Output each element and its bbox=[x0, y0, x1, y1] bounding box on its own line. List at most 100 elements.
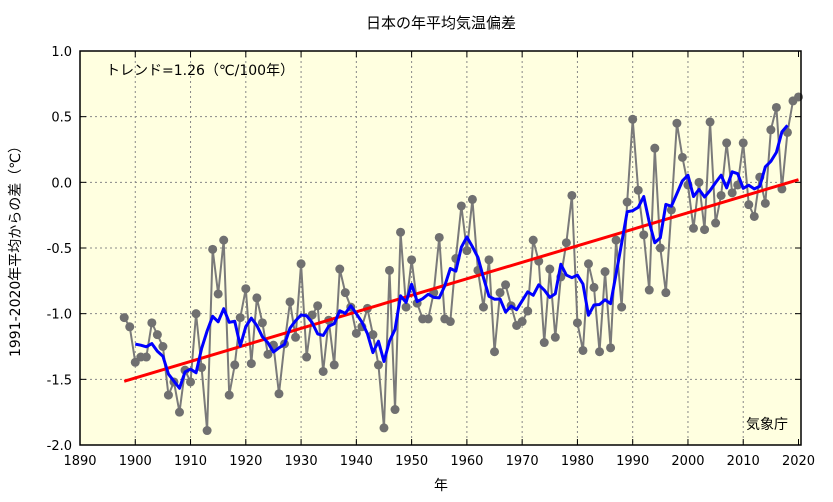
x-tick-label: 1900 bbox=[119, 454, 152, 469]
annual-data-point bbox=[373, 360, 383, 370]
annual-data-point bbox=[490, 347, 500, 357]
annual-data-point bbox=[379, 423, 389, 433]
annual-data-point bbox=[340, 288, 350, 298]
plot-frame bbox=[79, 50, 802, 446]
annual-data-point bbox=[241, 284, 251, 294]
annual-data-point bbox=[744, 200, 754, 210]
annual-data-point bbox=[141, 352, 151, 362]
annual-data-point bbox=[163, 390, 173, 400]
annual-data-point bbox=[567, 190, 577, 200]
annual-data-point bbox=[390, 405, 400, 415]
annual-data-point bbox=[434, 232, 444, 242]
annual-data-point bbox=[119, 313, 129, 323]
annual-data-point bbox=[445, 317, 455, 327]
y-tick-label: -2.0 bbox=[47, 439, 72, 454]
x-axis-label: 年 bbox=[434, 478, 448, 494]
annual-data-point bbox=[246, 359, 256, 369]
x-tick-label: 2000 bbox=[671, 454, 704, 469]
annual-data-point bbox=[467, 194, 477, 204]
annual-data-point bbox=[368, 330, 378, 340]
annual-data-point bbox=[158, 342, 168, 351]
annual-data-point bbox=[666, 205, 676, 215]
annual-data-point bbox=[202, 426, 212, 436]
annual-data-point bbox=[677, 152, 687, 162]
annual-data-point bbox=[478, 302, 488, 312]
annual-data-point bbox=[595, 347, 605, 357]
x-tick-label: 1990 bbox=[616, 454, 649, 469]
annual-data-point bbox=[672, 118, 682, 128]
x-tick-label: 1940 bbox=[340, 454, 373, 469]
y-tick-label: -0.5 bbox=[47, 242, 72, 257]
x-tick-label: 1980 bbox=[561, 454, 594, 469]
x-tick-label: 1970 bbox=[506, 454, 539, 469]
x-tick-label: 1890 bbox=[63, 454, 96, 469]
annual-data-point bbox=[219, 235, 229, 245]
annual-data-point bbox=[578, 345, 588, 355]
axis-ticks: 1890 1900 1910 1920 1930 1940 1950 1960 1970 1980… bbox=[47, 45, 815, 469]
annual-data-point bbox=[257, 318, 267, 328]
annual-data-point bbox=[174, 407, 184, 417]
annual-data-point bbox=[396, 227, 406, 237]
data-marks bbox=[119, 92, 803, 436]
chart-title: 日本の年平均気温偏差 bbox=[366, 14, 516, 32]
annual-data-point bbox=[313, 301, 323, 311]
annual-data-point bbox=[307, 310, 317, 320]
y-tick-label: -1.5 bbox=[47, 373, 72, 388]
annual-data-point bbox=[385, 265, 395, 275]
annual-data-point bbox=[501, 280, 511, 290]
annual-data-point bbox=[749, 211, 759, 221]
annual-data-point bbox=[650, 143, 660, 153]
annual-data-point bbox=[545, 264, 555, 274]
x-tick-label: 1950 bbox=[395, 454, 428, 469]
annual-data-point bbox=[224, 390, 234, 400]
annual-data-point bbox=[688, 223, 698, 233]
annual-data-point bbox=[738, 138, 748, 148]
annual-data-point bbox=[617, 302, 627, 312]
annual-data-point bbox=[523, 306, 533, 316]
annual-data-point bbox=[606, 343, 616, 353]
annual-data-point bbox=[600, 267, 610, 277]
annual-data-point bbox=[639, 230, 649, 240]
y-tick-label: 0.5 bbox=[51, 111, 72, 126]
annual-data-point bbox=[423, 314, 433, 324]
annual-data-point bbox=[561, 238, 571, 248]
annual-data-point bbox=[705, 117, 715, 127]
annual-data-point bbox=[407, 255, 417, 265]
annual-data-point bbox=[528, 235, 538, 245]
annual-data-point bbox=[274, 389, 284, 399]
x-tick-label: 1960 bbox=[450, 454, 483, 469]
y-tick-label: -1.0 bbox=[47, 308, 72, 323]
annual-data-point bbox=[766, 125, 776, 135]
annual-data-point bbox=[302, 352, 312, 362]
annual-data-point bbox=[539, 338, 549, 348]
annual-data-point bbox=[351, 328, 361, 338]
annual-data-point bbox=[517, 317, 527, 327]
annual-data-point bbox=[700, 225, 710, 235]
annual-data-point bbox=[495, 288, 505, 298]
y-tick-label: 0.0 bbox=[51, 176, 72, 191]
annual-data-point bbox=[291, 332, 301, 342]
x-tick-label: 2020 bbox=[782, 454, 815, 469]
annual-data-point bbox=[727, 188, 737, 198]
trend-line bbox=[123, 178, 799, 383]
annual-data-point bbox=[760, 198, 770, 208]
annual-data-point bbox=[147, 318, 157, 328]
y-axis-label: 1991-2020年平均からの差（℃） bbox=[8, 139, 24, 357]
annual-data-point bbox=[633, 185, 643, 195]
annual-data-point bbox=[230, 360, 240, 370]
annual-data-point bbox=[722, 138, 732, 148]
annual-data-point bbox=[771, 102, 781, 112]
annual-data-point bbox=[125, 322, 135, 332]
annual-data-point bbox=[655, 243, 665, 253]
annual-data-point bbox=[462, 246, 472, 256]
annual-data-point bbox=[589, 282, 599, 292]
annual-data-point bbox=[456, 201, 466, 211]
annual-data-point bbox=[252, 293, 262, 303]
annual-data-point bbox=[208, 244, 218, 254]
x-tick-label: 1930 bbox=[285, 454, 318, 469]
x-tick-label: 2010 bbox=[727, 454, 760, 469]
annual-data-point bbox=[191, 309, 201, 319]
annual-data-point bbox=[186, 377, 196, 387]
annual-data-point bbox=[711, 218, 721, 228]
